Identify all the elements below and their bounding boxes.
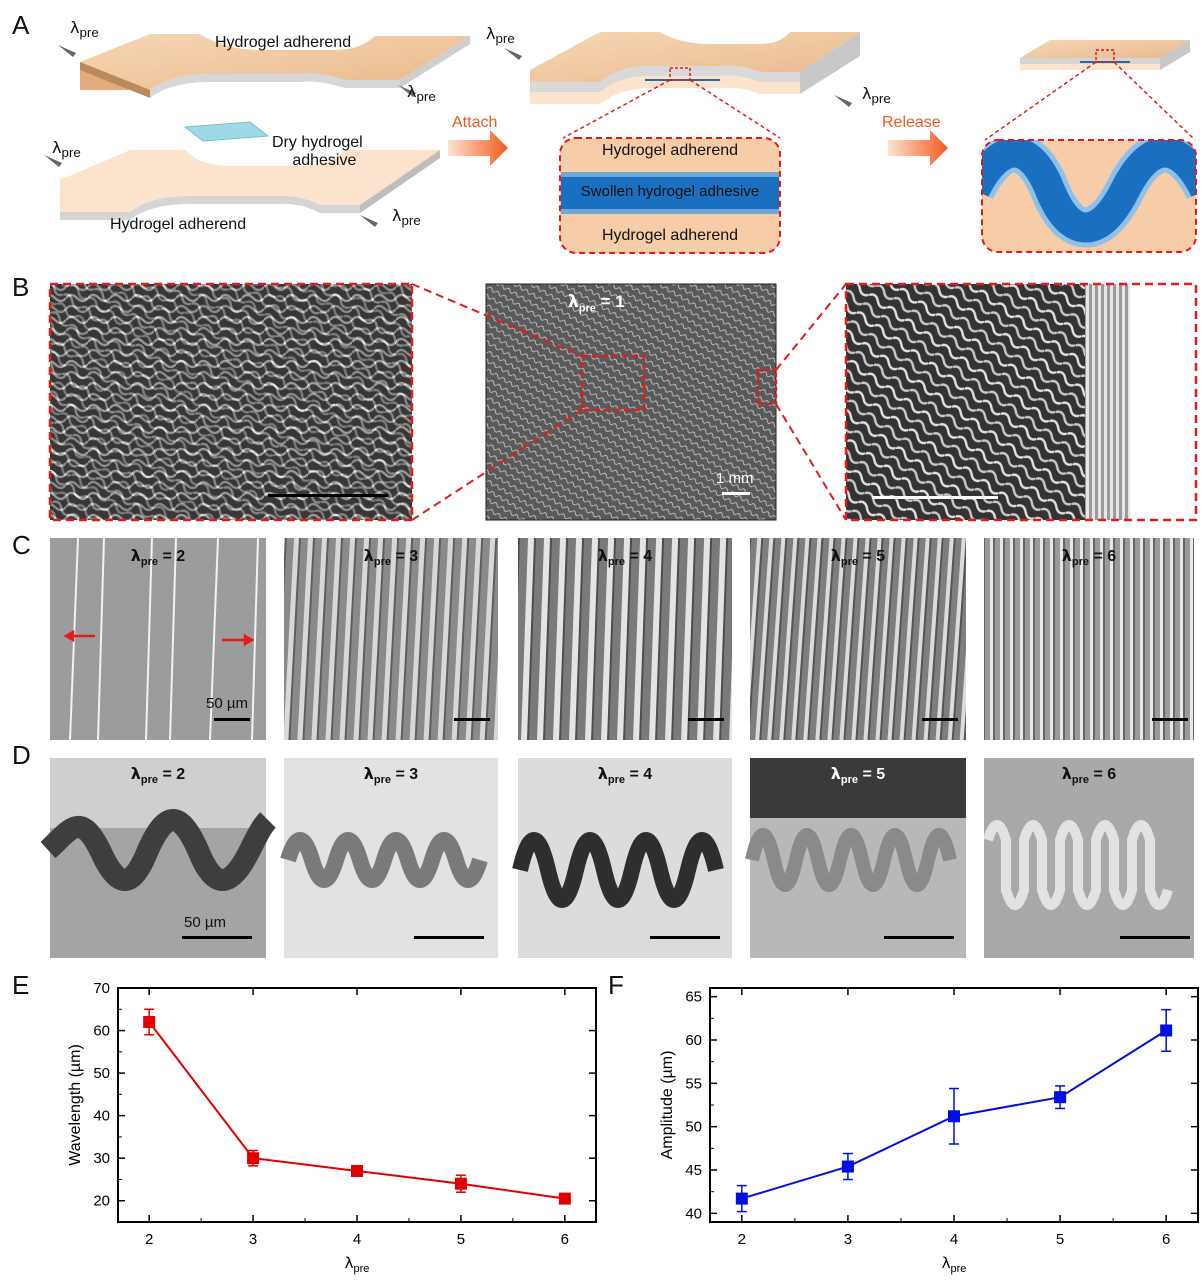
sem-label-3: λpre = 3 xyxy=(363,546,419,569)
y-tick-label: 70 xyxy=(93,980,110,997)
panel-label-c: C xyxy=(12,530,31,560)
center-scale-label: 1 mm xyxy=(716,470,754,487)
y-tick-label: 40 xyxy=(685,1205,702,1222)
panel-label-b: B xyxy=(12,272,30,302)
lambda-label-6: λpre xyxy=(862,84,891,107)
inset-top-label: Hydrogel adherend xyxy=(601,142,739,159)
data-point xyxy=(735,1192,748,1205)
sem-label-2: λpre = 2 xyxy=(130,546,186,569)
sem-label-4: λpre = 4 xyxy=(597,546,653,569)
panel-d-cross-sections xyxy=(40,758,1194,958)
cs-label-2: λpre = 2 xyxy=(130,764,186,787)
sem-image-3 xyxy=(284,538,498,740)
x-tick-label: 6 xyxy=(1162,1231,1170,1248)
scalebar-d xyxy=(182,936,252,939)
y-tick-label: 65 xyxy=(685,989,702,1006)
center-image xyxy=(486,284,776,520)
panel-c-sem xyxy=(50,537,1194,740)
y-axis-label: Wavelength (µm) xyxy=(67,1044,84,1166)
panel-b-micrographs xyxy=(48,282,1198,522)
inset-middle-label: Swollen hydrogel adhesive xyxy=(580,183,760,200)
lambda-label-4: λpre xyxy=(392,206,421,229)
x-tick-label: 5 xyxy=(1056,1231,1064,1248)
y-tick-label: 60 xyxy=(93,1023,110,1040)
y-tick-label: 20 xyxy=(93,1193,110,1210)
cs-label-6: λpre = 6 xyxy=(1061,764,1117,787)
panel-label-a: A xyxy=(12,10,30,40)
x-tick-label: 2 xyxy=(738,1231,746,1248)
lambda-label-2: λpre xyxy=(407,82,436,105)
x-tick-label: 2 xyxy=(145,1231,153,1248)
scalebar-left xyxy=(268,494,388,497)
bottom-adherend-label: Hydrogel adherend xyxy=(110,216,247,233)
scalebar-c xyxy=(214,718,250,721)
y-tick-label: 60 xyxy=(685,1032,702,1049)
attach-label: Attach xyxy=(452,114,498,131)
data-point xyxy=(558,1192,571,1205)
attach-inset xyxy=(559,137,781,254)
scalebar-right xyxy=(872,496,998,499)
top-adherend-label: Hydrogel adherend xyxy=(215,34,352,51)
data-point xyxy=(351,1164,363,1177)
release-arrow-icon xyxy=(888,130,948,166)
bottom-adherend-strip xyxy=(60,150,440,220)
x-tick-label: 6 xyxy=(561,1231,569,1248)
y-tick-label: 30 xyxy=(93,1150,110,1167)
x-axis-label: λpre xyxy=(345,1254,370,1275)
dry-adhesive-label: Dry hydrogel adhesive xyxy=(272,134,363,169)
panel-label-e: E xyxy=(12,970,30,1000)
x-tick-label: 4 xyxy=(353,1231,361,1248)
plot-frame xyxy=(117,987,597,1223)
panel-label-d: D xyxy=(12,740,31,770)
sem-label-5: λpre = 5 xyxy=(830,546,886,569)
lambda-label-5: λpre xyxy=(486,24,515,47)
top-adherend-strip xyxy=(80,34,470,98)
chart-e-wavelength: 2 3 4 5 6 20 30 40 50 60 70 λpre Wavelength (µm) xyxy=(67,980,597,1275)
inset-bottom-label: Hydrogel adherend xyxy=(601,227,739,244)
x-tick-label: 3 xyxy=(249,1231,257,1248)
sem-label-6: λpre = 6 xyxy=(1061,546,1117,569)
lambda-label-1: λpre xyxy=(70,18,99,41)
x-tick-label: 5 xyxy=(457,1231,465,1248)
data-point xyxy=(1160,1024,1173,1037)
cross-section-6 xyxy=(984,758,1194,958)
scalebar-center xyxy=(722,492,750,495)
sem-scale-label: 50 µm xyxy=(206,695,248,712)
release-label: Release xyxy=(882,114,941,131)
attached-stack xyxy=(530,32,860,139)
y-tick-label: 50 xyxy=(685,1119,702,1136)
data-point xyxy=(1054,1091,1067,1104)
data-point xyxy=(247,1152,260,1165)
data-point xyxy=(948,1110,960,1123)
cs-scale-label: 50 µm xyxy=(184,914,226,931)
cs-label-4: λpre = 4 xyxy=(597,764,653,787)
dry-adhesive-sheet xyxy=(183,121,270,142)
y-tick-label: 45 xyxy=(685,1162,702,1179)
cs-label-3: λpre = 3 xyxy=(363,764,419,787)
panel-label-f: F xyxy=(608,970,624,1000)
sem-image-4 xyxy=(518,538,732,740)
data-point xyxy=(143,1016,156,1029)
x-tick-label: 4 xyxy=(950,1231,958,1248)
cs-label-5: λpre = 5 xyxy=(830,764,886,787)
sem-image-6 xyxy=(984,538,1194,740)
y-tick-label: 55 xyxy=(685,1075,702,1092)
x-axis-label: λpre xyxy=(942,1254,967,1275)
center-lambda-label: λpre = 1 xyxy=(568,292,625,315)
y-axis-label: Amplitude (µm) xyxy=(659,1051,676,1160)
panel-a-schematic xyxy=(44,32,1197,254)
lambda-label-3: λpre xyxy=(52,138,81,161)
y-tick-label: 40 xyxy=(93,1108,110,1125)
release-inset xyxy=(981,139,1197,253)
released-stack xyxy=(984,40,1196,141)
zoom-right-image xyxy=(846,284,1108,520)
sem-image-5 xyxy=(750,538,966,740)
x-tick-label: 3 xyxy=(844,1231,852,1248)
data-point xyxy=(841,1160,854,1173)
y-tick-label: 50 xyxy=(93,1065,110,1082)
attach-arrow-icon xyxy=(448,130,508,166)
data-point xyxy=(454,1177,467,1190)
